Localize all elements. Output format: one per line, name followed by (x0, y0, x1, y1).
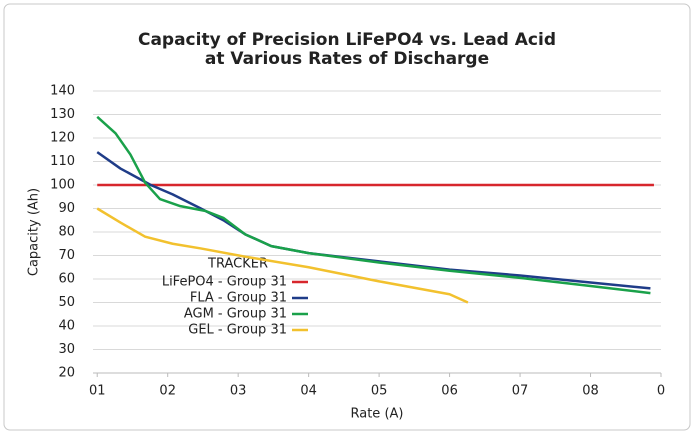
x-tick-label: 03 (230, 384, 247, 399)
x-tick-label: 06 (441, 384, 458, 399)
x-tick-label: 0 (657, 384, 665, 399)
series-line (96, 115, 651, 295)
x-tick-label: 02 (159, 384, 176, 399)
x-tick-label: 01 (89, 384, 106, 399)
y-tick-label: 40 (58, 319, 75, 334)
y-tick-label: 50 (58, 295, 75, 310)
legend-label: GEL - Group 31 (188, 323, 287, 338)
x-tick-label: 05 (371, 384, 388, 399)
y-tick-label: 60 (58, 272, 75, 287)
y-tick-label: 20 (58, 366, 75, 381)
legend-label: AGM - Group 31 (184, 307, 287, 322)
frame (3, 3, 691, 431)
y-tick-label: 70 (58, 248, 75, 263)
y-tick-label: 110 (50, 154, 75, 169)
y-tick-label: 100 (50, 178, 75, 193)
x-tick-label: 04 (300, 384, 317, 399)
x-tick-label: 08 (582, 384, 599, 399)
y-tick-label: 30 (58, 342, 75, 357)
x-tick-label: 07 (512, 384, 529, 399)
y-tick-label: 80 (58, 225, 75, 240)
chart-title: at Various Rates of Discharge (205, 49, 489, 69)
legend-label: LiFePO4 - Group 31 (162, 275, 287, 290)
y-tick-label: 120 (50, 131, 75, 146)
legend-title: TRACKER (207, 257, 268, 272)
y-tick-label: 90 (58, 201, 75, 216)
y-tick-label: 140 (50, 84, 75, 99)
legend-label: FLA - Group 31 (190, 291, 287, 306)
y-axis-label: Capacity (Ah) (27, 188, 42, 276)
chart-title: Capacity of Precision LiFePO4 vs. Lead A… (138, 30, 556, 50)
x-axis-label: Rate (A) (351, 407, 404, 422)
y-tick-label: 130 (50, 107, 75, 122)
series-line (96, 207, 469, 304)
